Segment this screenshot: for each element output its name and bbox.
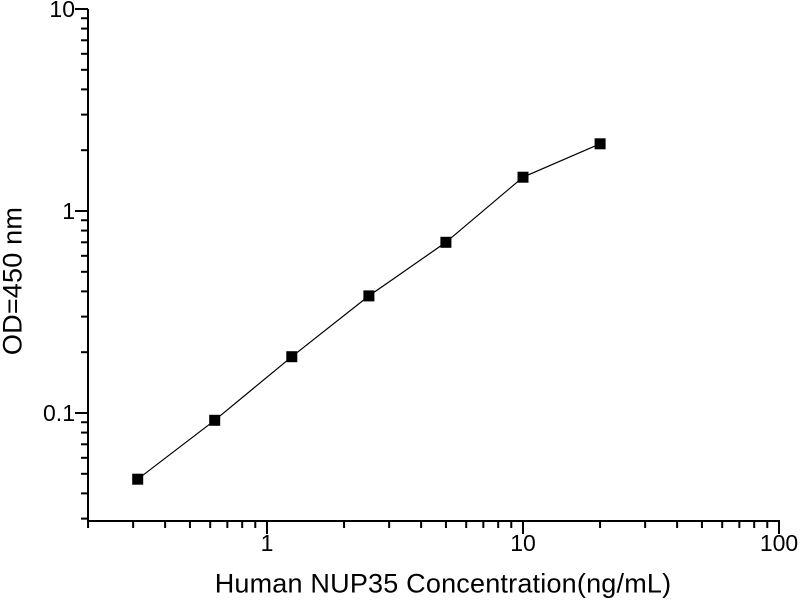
data-point-marker	[286, 351, 298, 363]
data-point-marker	[363, 290, 375, 302]
y-axis-title: OD=450 nm	[0, 206, 28, 356]
y-tick-label: 0.1	[43, 400, 75, 426]
x-tick-label: 10	[510, 530, 536, 556]
y-tick-label: 1	[62, 198, 75, 224]
data-point-marker	[517, 171, 529, 183]
series-line	[137, 143, 601, 480]
y-axis: 0.1 1 10	[43, 0, 88, 520]
data-point-marker	[132, 473, 144, 485]
x-axis-title: Human NUP35 Concentration(ng/mL)	[214, 568, 672, 599]
data-series-standard-curve	[132, 138, 606, 485]
data-point-marker	[209, 414, 221, 426]
data-point-marker	[440, 236, 452, 248]
x-tick-label: 1	[261, 530, 274, 556]
x-axis: 1 10 100	[87, 521, 798, 556]
x-tick-label: 100	[760, 530, 798, 556]
axis-spine	[87, 9, 780, 522]
y-tick-label: 10	[49, 0, 75, 22]
data-point-marker	[594, 138, 606, 150]
